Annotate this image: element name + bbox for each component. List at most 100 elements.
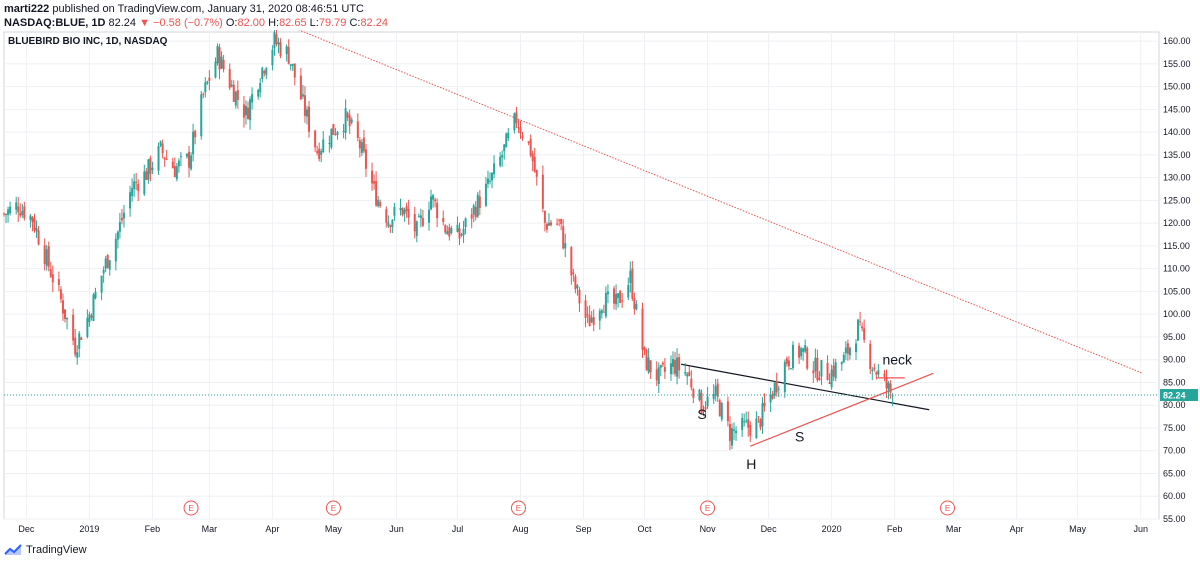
candle-body bbox=[314, 130, 317, 148]
candle-body bbox=[629, 270, 632, 283]
candle-body bbox=[149, 157, 152, 174]
candle-body bbox=[118, 222, 121, 232]
candle-body bbox=[218, 47, 221, 70]
x-tick-label: Jun bbox=[1133, 524, 1148, 534]
published-text: published on TradingView.com, January 31… bbox=[52, 3, 364, 15]
candle-body bbox=[574, 276, 577, 290]
candle-body bbox=[271, 49, 274, 66]
candle-body bbox=[377, 199, 380, 207]
candle-body bbox=[45, 249, 48, 266]
trendline-rising-support bbox=[750, 372, 934, 447]
candle-body bbox=[771, 393, 774, 399]
price-axis[interactable]: 55.00 60.00 65.00 70.00 75.00 80.00 85.00 90.00… bbox=[1163, 36, 1191, 524]
candle-body bbox=[316, 151, 319, 154]
candle-body bbox=[718, 400, 721, 417]
candle-body bbox=[59, 289, 62, 300]
open-value: 82.00 bbox=[237, 17, 265, 29]
candle-body bbox=[647, 357, 650, 373]
candle-body bbox=[401, 207, 404, 216]
y-tick-label: 110.00 bbox=[1163, 264, 1190, 274]
candle-body bbox=[741, 417, 744, 430]
x-tick-label: Sep bbox=[576, 524, 592, 534]
candle-body bbox=[120, 217, 123, 221]
annotation-neck: neck bbox=[882, 351, 913, 367]
price-chart[interactable]: 82.24 E E E E E 55.00 60.00 65.00 70.00 75.00 80.… bbox=[0, 30, 1200, 542]
publisher-name: marti222 bbox=[4, 3, 50, 15]
candle-body bbox=[72, 314, 75, 341]
candle-body bbox=[688, 371, 691, 376]
x-tick-label: Jun bbox=[389, 524, 404, 534]
low-value: 79.79 bbox=[318, 17, 347, 29]
candle-body bbox=[66, 318, 69, 320]
candle-body bbox=[308, 106, 311, 132]
candle-body bbox=[763, 402, 766, 407]
candle-body bbox=[206, 81, 209, 84]
candle-body bbox=[783, 362, 786, 393]
candle-body bbox=[305, 109, 308, 117]
candle-body bbox=[446, 231, 449, 235]
candle-body bbox=[432, 195, 435, 200]
candle-body bbox=[830, 369, 833, 388]
candle-body bbox=[202, 93, 205, 95]
candle-body bbox=[458, 228, 461, 239]
y-tick-label: 155.00 bbox=[1163, 59, 1191, 69]
candle-body bbox=[488, 180, 491, 182]
earnings-marker bbox=[700, 500, 716, 516]
y-tick-label: 135.00 bbox=[1163, 150, 1191, 160]
candle-body bbox=[877, 370, 880, 375]
candle-body bbox=[645, 349, 648, 371]
candle-body bbox=[462, 228, 465, 236]
candle-body bbox=[102, 269, 105, 274]
candle-body bbox=[251, 94, 254, 103]
candle-body bbox=[692, 389, 695, 398]
candle-body bbox=[633, 298, 636, 310]
earnings-marker bbox=[183, 500, 199, 516]
candle-body bbox=[94, 291, 97, 299]
candle-body bbox=[503, 144, 506, 152]
candle-body bbox=[186, 153, 189, 157]
x-tick-label: Jul bbox=[452, 524, 464, 534]
candle-body bbox=[143, 171, 146, 195]
candle-body bbox=[371, 170, 374, 184]
candle-body bbox=[177, 160, 180, 167]
candle-body bbox=[222, 59, 225, 70]
candle-body bbox=[560, 218, 563, 225]
candle-body bbox=[704, 407, 707, 410]
y-tick-label: 60.00 bbox=[1163, 491, 1186, 501]
candle-body bbox=[745, 420, 748, 422]
candle-body bbox=[598, 310, 601, 321]
y-tick-label: 125.00 bbox=[1163, 195, 1191, 205]
candle-body bbox=[430, 196, 433, 210]
candle-body bbox=[619, 290, 622, 304]
candle-body bbox=[7, 209, 10, 215]
time-axis[interactable]: Dec 2019 Feb Mar Apr May Jun Jul Aug Sep Oct Nov Dec… bbox=[18, 524, 1148, 534]
candle-body bbox=[299, 75, 302, 100]
candle-body bbox=[777, 388, 780, 390]
candle-body bbox=[108, 260, 111, 270]
candle-body bbox=[519, 127, 522, 134]
candle-body bbox=[320, 151, 323, 155]
candle-body bbox=[163, 157, 166, 160]
plot-area[interactable] bbox=[3, 31, 1160, 520]
y-tick-label: 80.00 bbox=[1163, 400, 1186, 410]
candle-body bbox=[330, 128, 333, 148]
candle-body bbox=[157, 146, 160, 171]
candle-body bbox=[275, 34, 278, 44]
candle-body bbox=[617, 293, 620, 299]
annotation-s: S bbox=[795, 429, 804, 445]
candle-body bbox=[659, 365, 662, 368]
candle-body bbox=[545, 224, 548, 230]
candle-body bbox=[855, 343, 858, 353]
candle-body bbox=[19, 212, 22, 216]
candle-body bbox=[486, 178, 489, 184]
candle-body bbox=[407, 208, 410, 218]
candle-body bbox=[883, 373, 886, 377]
candle-body bbox=[434, 199, 437, 202]
candle-body bbox=[588, 315, 591, 327]
candle-body bbox=[814, 357, 817, 371]
candle-body bbox=[263, 71, 266, 74]
candles bbox=[3, 30, 894, 451]
candle-body bbox=[145, 171, 148, 180]
candle-body bbox=[344, 108, 347, 133]
